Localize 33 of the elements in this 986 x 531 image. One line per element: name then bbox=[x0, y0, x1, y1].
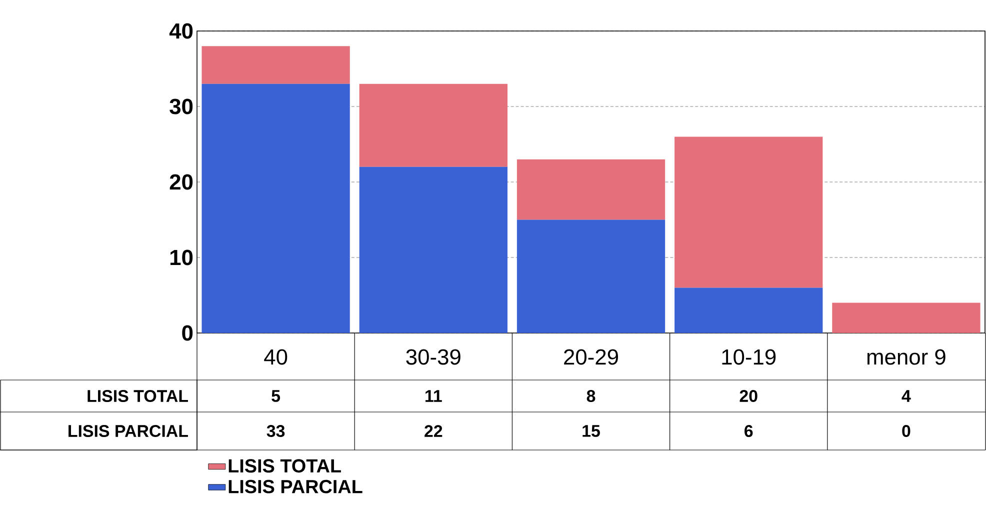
y-tick-label: 30 bbox=[170, 98, 193, 114]
bar bbox=[516, 159, 666, 220]
bar bbox=[202, 84, 350, 333]
data-label: 4 bbox=[902, 390, 911, 402]
bar bbox=[674, 136, 823, 288]
legend-label: LISIS TOTAL bbox=[228, 459, 341, 473]
data-label: 15 bbox=[582, 425, 600, 437]
bar bbox=[516, 220, 666, 333]
data-label: 20 bbox=[740, 390, 758, 402]
text: LISIS PARCIAL bbox=[68, 425, 188, 437]
data-label: 8 bbox=[586, 390, 596, 402]
data-label: 22 bbox=[424, 425, 442, 437]
data-label: 11 bbox=[426, 390, 442, 402]
bar bbox=[832, 302, 980, 333]
data-label: 6 bbox=[744, 425, 753, 437]
bar bbox=[202, 46, 350, 84]
bar bbox=[359, 166, 508, 333]
x-tick-label: menor 9 bbox=[867, 349, 946, 365]
data-label: 33 bbox=[266, 424, 285, 438]
data-label: 5 bbox=[272, 390, 280, 402]
x-tick-label: 30-39 bbox=[406, 349, 460, 365]
y-tick-label: 20 bbox=[170, 174, 193, 190]
bar bbox=[674, 288, 823, 333]
data-label: 0 bbox=[902, 425, 910, 437]
bar bbox=[359, 84, 508, 167]
y-tick-label: 0 bbox=[182, 325, 193, 341]
legend-label: LISIS PARCIAL bbox=[228, 480, 362, 494]
x-tick-label: 20-29 bbox=[564, 349, 618, 365]
y-tick-label: 10 bbox=[170, 250, 193, 266]
x-tick-label: 10-19 bbox=[722, 349, 776, 365]
text: LISIS TOTAL bbox=[88, 390, 188, 402]
x-tick-label: 40 bbox=[264, 349, 288, 365]
y-tick-label: 40 bbox=[169, 23, 193, 39]
